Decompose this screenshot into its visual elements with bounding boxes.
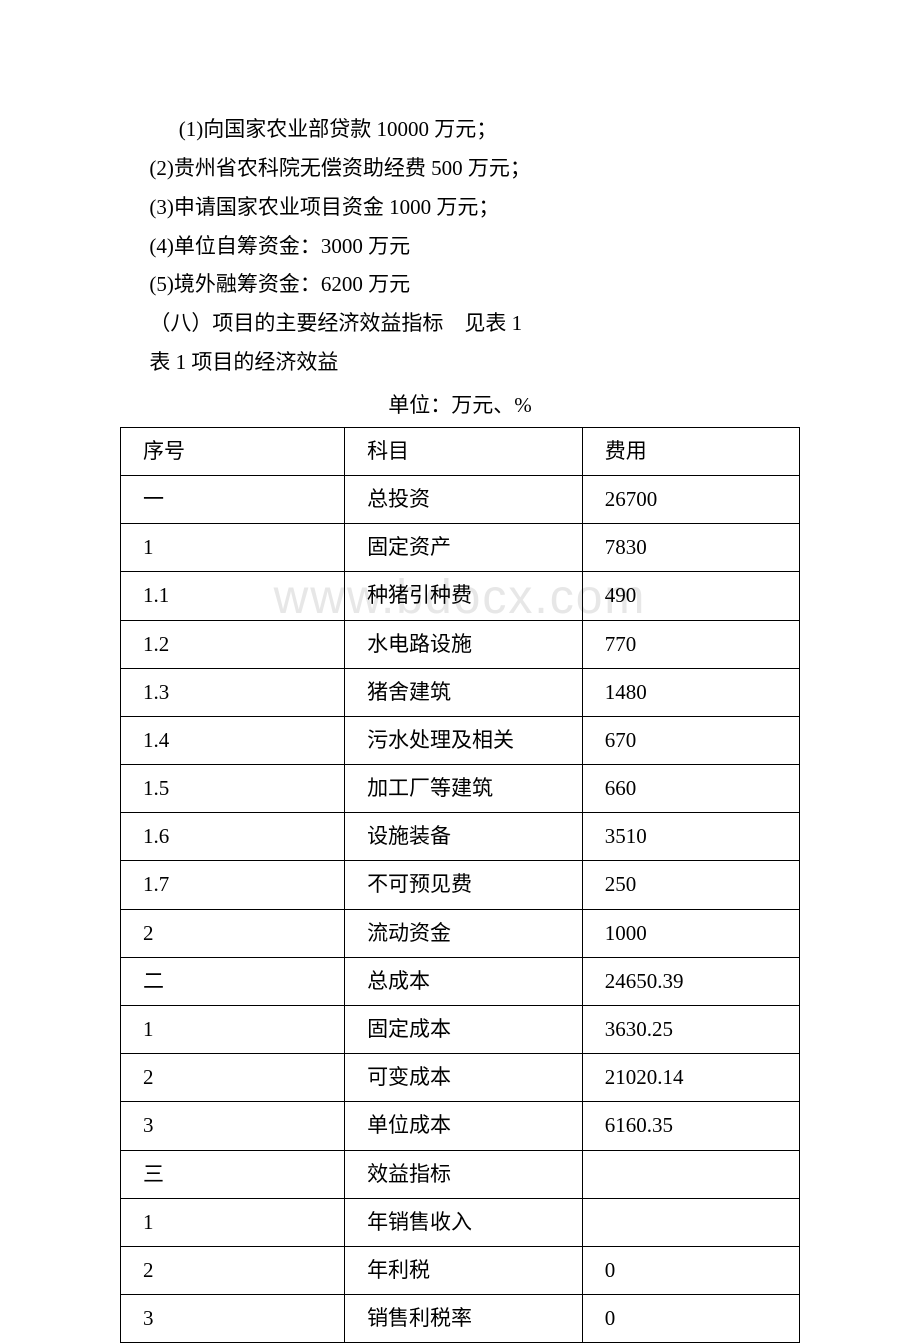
- table-row: 1.3猪舍建筑1480: [121, 668, 800, 716]
- paragraph-line: (1)向国家农业部贷款 10000 万元；: [120, 110, 800, 149]
- table-row: 1.7不可预见费250: [121, 861, 800, 909]
- table-cell: 效益指标: [345, 1150, 583, 1198]
- table-cell: 1.6: [121, 813, 345, 861]
- table-cell: 二: [121, 957, 345, 1005]
- paragraph-line: 表 1 项目的经济效益: [120, 343, 800, 382]
- table-cell: 流动资金: [345, 909, 583, 957]
- table-row: 一总投资26700: [121, 475, 800, 523]
- table-cell: 单位成本: [345, 1102, 583, 1150]
- table-row: 1固定成本3630.25: [121, 1006, 800, 1054]
- table-cell: 21020.14: [582, 1054, 799, 1102]
- table-row: 1.1种猪引种费490: [121, 572, 800, 620]
- paragraph-line: (3)申请国家农业项目资金 1000 万元；: [120, 188, 800, 227]
- table-cell: 26700: [582, 475, 799, 523]
- paragraph-line: (5)境外融筹资金：6200 万元: [120, 265, 800, 304]
- table-cell: 1: [121, 1198, 345, 1246]
- table-row: 2年利税0: [121, 1246, 800, 1294]
- table-cell: 2: [121, 1054, 345, 1102]
- table-cell: 1480: [582, 668, 799, 716]
- table-cell: [582, 1150, 799, 1198]
- table-cell: 1.3: [121, 668, 345, 716]
- table-row: 2流动资金1000: [121, 909, 800, 957]
- table-cell: 0: [582, 1246, 799, 1294]
- table-cell: 固定成本: [345, 1006, 583, 1054]
- table-cell: 费用: [582, 427, 799, 475]
- table-cell: 1000: [582, 909, 799, 957]
- table-unit-label: 单位：万元、%: [120, 386, 800, 425]
- document-page: (1)向国家农业部贷款 10000 万元；(2)贵州省农科院无偿资助经费 500…: [0, 0, 920, 1343]
- table-cell: 序号: [121, 427, 345, 475]
- table-cell: 种猪引种费: [345, 572, 583, 620]
- table-row: 3单位成本6160.35: [121, 1102, 800, 1150]
- table-cell: 2: [121, 1246, 345, 1294]
- table-cell: 固定资产: [345, 524, 583, 572]
- table-cell: 加工厂等建筑: [345, 765, 583, 813]
- table-cell: 1: [121, 1006, 345, 1054]
- table-row: 1.4污水处理及相关670: [121, 716, 800, 764]
- table-cell: 1: [121, 524, 345, 572]
- table-row: 二总成本24650.39: [121, 957, 800, 1005]
- table-cell: 250: [582, 861, 799, 909]
- table-row: 1.6设施装备3510: [121, 813, 800, 861]
- table-row: 1年销售收入: [121, 1198, 800, 1246]
- table-row: 1.2水电路设施770: [121, 620, 800, 668]
- table-cell: 科目: [345, 427, 583, 475]
- table-cell: 3510: [582, 813, 799, 861]
- table-row: 序号科目费用: [121, 427, 800, 475]
- paragraph-line: (2)贵州省农科院无偿资助经费 500 万元；: [120, 149, 800, 188]
- economic-benefit-table: 序号科目费用一总投资267001固定资产78301.1种猪引种费4901.2水电…: [120, 427, 800, 1343]
- table-cell: 年销售收入: [345, 1198, 583, 1246]
- table-cell: 不可预见费: [345, 861, 583, 909]
- table-cell: 1.7: [121, 861, 345, 909]
- table-cell: 猪舍建筑: [345, 668, 583, 716]
- table-cell: 水电路设施: [345, 620, 583, 668]
- table-cell: 污水处理及相关: [345, 716, 583, 764]
- table-cell: 7830: [582, 524, 799, 572]
- table-cell: 6160.35: [582, 1102, 799, 1150]
- table-cell: 490: [582, 572, 799, 620]
- table-cell: 三: [121, 1150, 345, 1198]
- table-cell: 3630.25: [582, 1006, 799, 1054]
- table-row: 三效益指标: [121, 1150, 800, 1198]
- table-cell: 3: [121, 1102, 345, 1150]
- paragraph-line: (4)单位自筹资金：3000 万元: [120, 227, 800, 266]
- table-row: 1固定资产7830: [121, 524, 800, 572]
- table-cell: 年利税: [345, 1246, 583, 1294]
- table-cell: [582, 1198, 799, 1246]
- table-cell: 770: [582, 620, 799, 668]
- table-cell: 总成本: [345, 957, 583, 1005]
- table-cell: 660: [582, 765, 799, 813]
- table-cell: 总投资: [345, 475, 583, 523]
- table-row: 2可变成本21020.14: [121, 1054, 800, 1102]
- table-cell: 670: [582, 716, 799, 764]
- table-cell: 1.5: [121, 765, 345, 813]
- table-row: 1.5加工厂等建筑660: [121, 765, 800, 813]
- table-cell: 1.2: [121, 620, 345, 668]
- table-cell: 2: [121, 909, 345, 957]
- table-cell: 可变成本: [345, 1054, 583, 1102]
- table-cell: 一: [121, 475, 345, 523]
- table-cell: 1.1: [121, 572, 345, 620]
- table-cell: 1.4: [121, 716, 345, 764]
- paragraph-line: （八）项目的主要经济效益指标 见表 1: [120, 304, 800, 343]
- table-cell: 24650.39: [582, 957, 799, 1005]
- table-cell: 设施装备: [345, 813, 583, 861]
